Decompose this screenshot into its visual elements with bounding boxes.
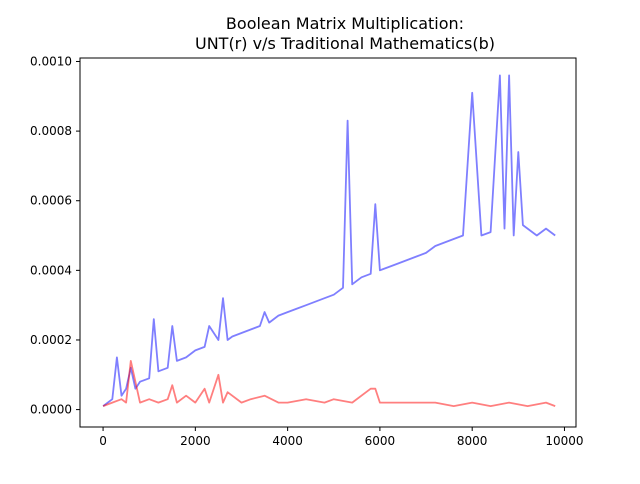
y-tick-label: 0.0006 <box>30 194 72 208</box>
axes-layer: 0 2000 4000 6000 8000 10000 0.0000 0.0002 0.0004… <box>30 54 584 448</box>
x-tick-label: 0 <box>99 434 107 448</box>
series-line-1 <box>102 359 556 408</box>
y-tick-label: 0.0010 <box>30 54 72 68</box>
y-tick-label: 0.0008 <box>30 124 72 138</box>
y-tick-label: 0.0000 <box>30 403 72 417</box>
x-tick-label: 10000 <box>545 434 583 448</box>
x-tick-label: 4000 <box>272 434 303 448</box>
chart-title: Boolean Matrix Multiplication: UNT(r) v/… <box>194 14 496 53</box>
x-tick-label: 8000 <box>457 434 488 448</box>
plot-frame <box>79 57 577 428</box>
x-tick-label: 2000 <box>180 434 211 448</box>
series-line-0 <box>102 74 556 407</box>
x-tick-label: 6000 <box>365 434 396 448</box>
y-tick-label: 0.0002 <box>30 333 72 347</box>
y-tick-label: 0.0004 <box>30 263 72 277</box>
series-layer <box>102 74 556 408</box>
